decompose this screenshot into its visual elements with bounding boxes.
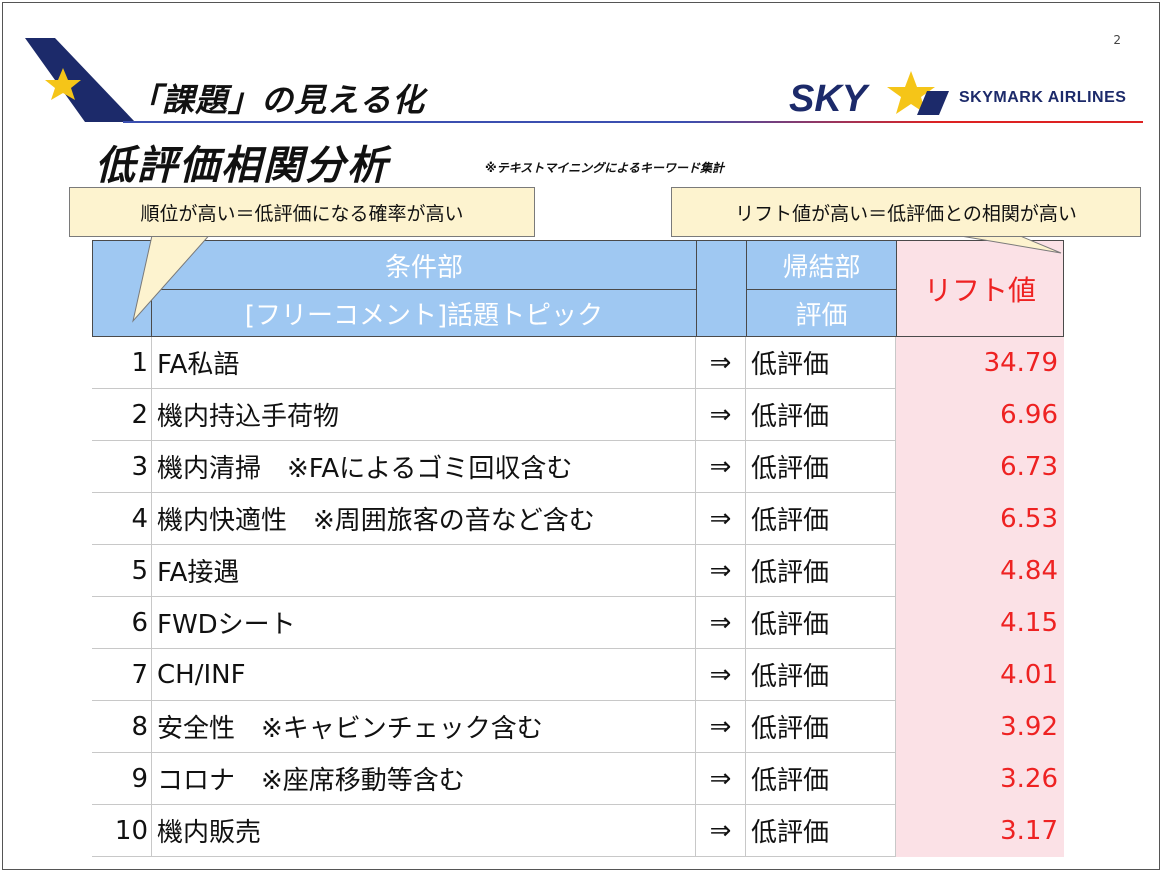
table-row: 10 機内販売 ⇒ 低評価 3.17	[92, 805, 1064, 857]
arrow-cell: ⇒	[696, 597, 746, 649]
rank-cell: 4	[92, 493, 152, 545]
topic-cell: 機内持込手荷物	[152, 389, 696, 441]
lift-value-cell: 3.26	[896, 753, 1064, 805]
table-row: 2 機内持込手荷物 ⇒ 低評価 6.96	[92, 389, 1064, 441]
lift-value-cell: 34.79	[896, 337, 1064, 389]
lift-value-cell: 6.96	[896, 389, 1064, 441]
rank-cell: 2	[92, 389, 152, 441]
table-row: 9 コロナ ※座席移動等含む ⇒ 低評価 3.26	[92, 753, 1064, 805]
airline-tail-logo-icon	[25, 38, 135, 122]
arrow-cell: ⇒	[696, 545, 746, 597]
brand-name: SKYMARK AIRLINES	[959, 89, 1127, 106]
rank-cell: 3	[92, 441, 152, 493]
topic-cell: コロナ ※座席移動等含む	[152, 753, 696, 805]
result-header: 帰結部	[746, 240, 897, 290]
topic-cell: 機内清掃 ※FAによるゴミ回収含む	[152, 441, 696, 493]
topic-cell: FA接遇	[152, 545, 696, 597]
lift-value-cell: 6.53	[896, 493, 1064, 545]
brand-logo-text: SKY	[789, 78, 871, 119]
evaluation-cell: 低評価	[746, 493, 896, 545]
table-row: 1 FA私語 ⇒ 低評価 34.79	[92, 337, 1064, 389]
arrow-cell: ⇒	[696, 753, 746, 805]
table-row: 3 機内清掃 ※FAによるゴミ回収含む ⇒ 低評価 6.73	[92, 441, 1064, 493]
evaluation-cell: 低評価	[746, 649, 896, 701]
evaluation-cell: 低評価	[746, 805, 896, 857]
table-header: 条件部 [フリーコメント]話題トピック 帰結部 評価 リフト値	[92, 240, 1064, 337]
section-subtitle: 「課題」の見える化	[129, 81, 426, 119]
skymark-logo-icon: SKY	[789, 71, 949, 119]
topic-cell: 機内販売	[152, 805, 696, 857]
arrow-cell: ⇒	[696, 441, 746, 493]
page-title: 低評価相関分析	[95, 143, 389, 189]
result-subheader: 評価	[746, 289, 897, 337]
topic-cell: 機内快適性 ※周囲旅客の音など含む	[152, 493, 696, 545]
evaluation-cell: 低評価	[746, 545, 896, 597]
evaluation-cell: 低評価	[746, 597, 896, 649]
table-row: 5 FA接遇 ⇒ 低評価 4.84	[92, 545, 1064, 597]
table-row: 6 FWDシート ⇒ 低評価 4.15	[92, 597, 1064, 649]
topic-cell: 安全性 ※キャビンチェック含む	[152, 701, 696, 753]
arrow-cell: ⇒	[696, 701, 746, 753]
lift-header: リフト値	[896, 240, 1064, 337]
topic-cell: FWDシート	[152, 597, 696, 649]
arrow-cell: ⇒	[696, 493, 746, 545]
lift-value-cell: 4.01	[896, 649, 1064, 701]
evaluation-cell: 低評価	[746, 337, 896, 389]
evaluation-cell: 低評価	[746, 701, 896, 753]
rank-cell: 5	[92, 545, 152, 597]
page-number: 2	[1113, 33, 1121, 47]
topic-cell: FA私語	[152, 337, 696, 389]
lift-value-cell: 3.17	[896, 805, 1064, 857]
rank-cell: 8	[92, 701, 152, 753]
table-row: 8 安全性 ※キャビンチェック含む ⇒ 低評価 3.92	[92, 701, 1064, 753]
lift-value-cell: 4.15	[896, 597, 1064, 649]
arrow-cell: ⇒	[696, 805, 746, 857]
table-row: 7 CH/INF ⇒ 低評価 4.01	[92, 649, 1064, 701]
callout-pointers	[132, 230, 1062, 323]
condition-subheader: [フリーコメント]話題トピック	[151, 289, 697, 337]
rank-cell: 10	[92, 805, 152, 857]
rank-cell: 1	[92, 337, 152, 389]
lift-header-label: リフト値	[923, 273, 1036, 307]
rank-cell: 9	[92, 753, 152, 805]
evaluation-cell: 低評価	[746, 441, 896, 493]
lift-value-cell: 4.84	[896, 545, 1064, 597]
arrow-cell: ⇒	[696, 337, 746, 389]
rank-cell: 7	[92, 649, 152, 701]
lift-value-cell: 3.92	[896, 701, 1064, 753]
callout-rank: 順位が高い＝低評価になる確率が高い	[69, 187, 535, 237]
evaluation-cell: 低評価	[746, 389, 896, 441]
rank-cell: 6	[92, 597, 152, 649]
table-row: 4 機内快適性 ※周囲旅客の音など含む ⇒ 低評価 6.53	[92, 493, 1064, 545]
arrow-cell: ⇒	[696, 389, 746, 441]
method-note: ※テキストマイニングによるキーワード集計	[485, 161, 724, 175]
heading-divider	[123, 121, 1143, 123]
callout-lift: リフト値が高い＝低評価との相関が高い	[671, 187, 1141, 237]
lift-value-cell: 6.73	[896, 441, 1064, 493]
arrow-header-cell	[696, 240, 747, 337]
condition-header: 条件部	[151, 240, 697, 290]
topic-cell: CH/INF	[152, 649, 696, 701]
evaluation-cell: 低評価	[746, 753, 896, 805]
arrow-cell: ⇒	[696, 649, 746, 701]
